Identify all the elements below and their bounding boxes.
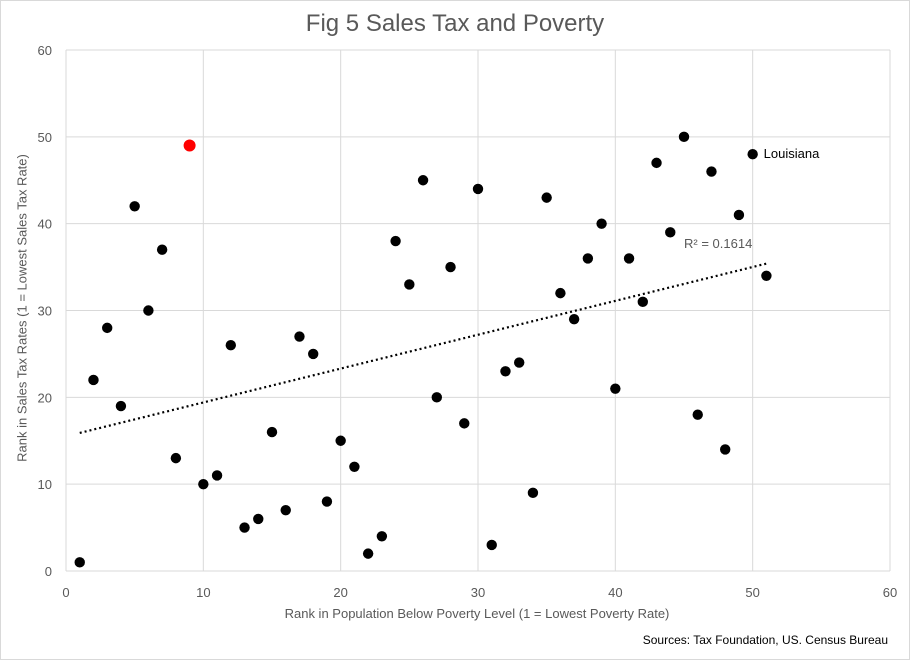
- data-point: [514, 357, 525, 368]
- data-point: [102, 322, 113, 334]
- data-point: [720, 444, 731, 455]
- data-point: [88, 374, 99, 386]
- y-tick-label: 60: [38, 43, 52, 58]
- data-point: [362, 548, 374, 559]
- data-point: [417, 175, 429, 186]
- annotations: Louisiana R² = 0.1614: [684, 146, 820, 251]
- data-point: [459, 418, 470, 429]
- data-point: [253, 513, 264, 525]
- data-point: [294, 331, 305, 342]
- data-point: [541, 192, 552, 203]
- chart-title: Fig 5 Sales Tax and Poverty: [305, 10, 605, 37]
- x-axis-label: Rank in Population Below Poverty Level (…: [284, 606, 670, 621]
- x-tick-label: 40: [608, 585, 622, 600]
- data-point: [404, 279, 415, 290]
- y-tick-label: 20: [38, 390, 52, 405]
- data-point: [637, 296, 648, 308]
- tick-labels: 0 10 20 30 40 50 60 0 10 20 30 40 50 60: [38, 43, 898, 600]
- data-point: [349, 461, 360, 472]
- data-point: [198, 478, 209, 490]
- data-point: [129, 201, 140, 212]
- trendline-group: [79, 262, 767, 435]
- data-point: [665, 227, 676, 238]
- data-point: [266, 426, 278, 438]
- data-point: [678, 131, 690, 143]
- x-tick-label: 20: [333, 585, 347, 600]
- data-points: [74, 131, 772, 568]
- data-point: [211, 470, 223, 481]
- data-point: [143, 305, 154, 316]
- x-tick-label: 0: [62, 585, 69, 600]
- x-tick-label: 60: [883, 585, 897, 600]
- y-tick-label: 30: [38, 304, 52, 319]
- source-note: Sources: Tax Foundation, US. Census Bure…: [642, 633, 888, 647]
- data-point: [170, 452, 182, 464]
- data-point: [623, 253, 635, 264]
- data-point: [555, 287, 566, 299]
- data-point: [225, 340, 236, 351]
- data-point: [706, 166, 717, 177]
- data-point: [156, 244, 168, 255]
- data-point: [692, 409, 703, 420]
- data-point: [445, 261, 456, 273]
- y-axis-label: Rank in Sales Tax Rates (1 = Lowest Sale…: [14, 154, 30, 462]
- data-point: [500, 366, 511, 377]
- y-tick-label: 50: [38, 130, 52, 145]
- x-tick-label: 30: [471, 585, 485, 600]
- data-point: [610, 383, 621, 394]
- x-tick-label: 50: [745, 585, 759, 600]
- data-point: [527, 487, 539, 499]
- highlighted-data-point: [183, 139, 196, 152]
- data-point: [486, 539, 497, 551]
- data-point: [280, 505, 291, 516]
- data-point: [568, 313, 580, 325]
- data-point: [74, 557, 85, 568]
- data-point: [239, 522, 250, 533]
- y-tick-label: 0: [45, 564, 52, 579]
- data-point: [472, 183, 484, 195]
- x-tick-label: 10: [196, 585, 210, 600]
- data-point: [582, 253, 594, 264]
- data-point: [747, 149, 758, 160]
- data-point: [431, 392, 442, 403]
- data-point: [376, 531, 388, 542]
- data-point: [308, 348, 319, 360]
- data-point: [390, 235, 401, 247]
- data-point: [733, 209, 745, 221]
- y-tick-label: 40: [38, 217, 52, 232]
- trendline: [79, 262, 767, 435]
- data-point: [651, 157, 662, 169]
- data-point: [321, 496, 333, 507]
- data-point: [335, 435, 346, 446]
- y-tick-label: 10: [38, 477, 52, 492]
- point-label: Louisiana: [764, 146, 820, 161]
- data-point: [115, 400, 127, 412]
- r-squared-label: R² = 0.1614: [684, 236, 752, 251]
- data-point: [761, 270, 772, 281]
- data-point: [596, 218, 607, 229]
- gridlines: [65, 49, 891, 572]
